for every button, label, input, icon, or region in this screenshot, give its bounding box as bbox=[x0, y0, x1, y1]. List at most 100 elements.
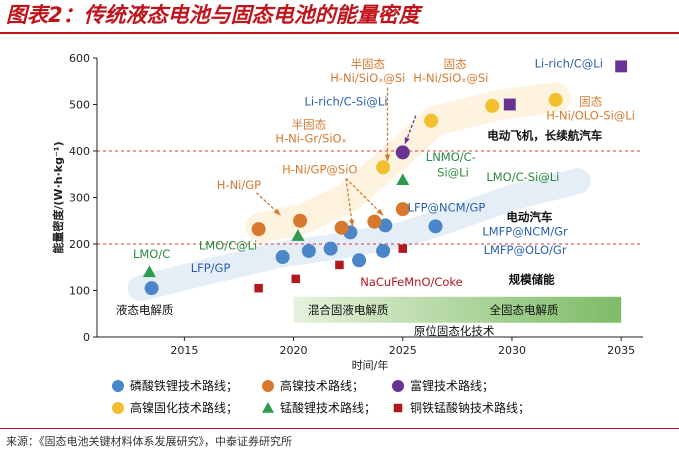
legend-label: 磷酸铁锂技术路线； bbox=[130, 378, 238, 393]
stage-label: 混合固液电解质 bbox=[308, 303, 389, 317]
reference-lines bbox=[97, 150, 643, 245]
legend-label: 铜铁锰酸钠技术路线； bbox=[410, 400, 530, 415]
data-point bbox=[254, 283, 263, 293]
data-point bbox=[301, 243, 316, 258]
title-divider bbox=[0, 32, 679, 34]
data-point bbox=[334, 220, 349, 235]
annotation-arrow bbox=[345, 177, 384, 216]
arrow-head bbox=[384, 154, 391, 162]
data-point bbox=[291, 229, 305, 241]
chart-annotation: 规模储能 bbox=[509, 273, 555, 287]
arrow-head bbox=[404, 137, 410, 145]
data-point bbox=[251, 222, 266, 237]
chart-annotation: LMO/C-Si@Li bbox=[486, 170, 559, 184]
x-tick-label: 2020 bbox=[280, 344, 308, 357]
chart-annotation: LFP@NCM/GP bbox=[408, 200, 486, 214]
chart-annotation: LMO/C bbox=[133, 247, 170, 261]
legend-label: 锰酸锂技术路线； bbox=[280, 400, 376, 415]
legend-label: 富锂技术路线； bbox=[410, 378, 494, 393]
data-point bbox=[275, 250, 290, 265]
data-point bbox=[615, 60, 628, 73]
data-points bbox=[142, 60, 628, 296]
chart-annotation: LFP/GP bbox=[191, 261, 231, 275]
data-point bbox=[378, 218, 393, 233]
chart-annotation: 电动飞机，长续航汽车 bbox=[487, 128, 602, 142]
data-point bbox=[424, 113, 439, 128]
source-note: 来源：《固态电池关键材料体系发展研究》，中泰证券研究所 bbox=[6, 435, 292, 448]
legend-marker bbox=[392, 380, 404, 392]
chart-annotation: 半固态 bbox=[292, 118, 327, 132]
x-tick-label: 2025 bbox=[389, 344, 417, 357]
chart-annotation: H-Ni/SiOₓ@Si bbox=[330, 71, 405, 85]
x-axis-title: 时间/年 bbox=[352, 358, 389, 372]
arrow-head bbox=[376, 208, 384, 216]
data-point bbox=[144, 281, 159, 296]
stage-label: 全固态电解质 bbox=[489, 303, 558, 317]
annotation-arrow bbox=[345, 178, 354, 227]
chart-annotation: 电动汽车 bbox=[506, 210, 552, 224]
stage-label: 原位固态化技术 bbox=[414, 324, 495, 338]
arrow-head bbox=[273, 208, 281, 216]
y-tick-label: 600 bbox=[69, 52, 90, 65]
y-axis-title: 能量密度/(W·h·kg⁻¹) bbox=[51, 141, 65, 253]
data-point bbox=[335, 260, 344, 270]
data-point bbox=[485, 98, 500, 113]
y-tick-label: 400 bbox=[69, 145, 90, 158]
annotations: 半固态H-Ni/SiOₓ@Si固态H-Ni/SiOₓ@SiLi-rich/C@L… bbox=[133, 56, 635, 289]
axes: 0 100 200 300 400 500 600 2015 2020 2025 2030 2035 时… bbox=[51, 52, 643, 372]
data-point bbox=[395, 145, 410, 160]
legend-marker bbox=[112, 402, 124, 414]
data-point bbox=[293, 213, 308, 228]
chart-annotation: LMO/C@Li bbox=[199, 239, 257, 253]
data-point bbox=[376, 243, 391, 258]
legend-marker bbox=[262, 380, 274, 392]
chart-annotation: LMFP@NCM/Gr bbox=[482, 225, 568, 239]
legend-marker bbox=[393, 403, 403, 413]
chart-annotation: H-Ni/OLO-Si@Li bbox=[546, 108, 635, 122]
data-point bbox=[367, 214, 382, 229]
y-tick-label: 100 bbox=[69, 285, 90, 298]
chart-annotation: NaCuFeMnO/Coke bbox=[360, 275, 463, 289]
page-title: 图表2：传统液态电池与固态电池的能量密度 bbox=[6, 3, 420, 27]
y-tick-label: 500 bbox=[69, 99, 90, 112]
data-point bbox=[428, 219, 443, 234]
chart-annotation: H-Ni/GP@SiO bbox=[282, 162, 357, 176]
x-tick-label: 2030 bbox=[498, 344, 526, 357]
chart-annotation: Li-rich/C-Si@Li bbox=[305, 94, 388, 108]
data-point bbox=[291, 274, 300, 284]
y-tick-label: 0 bbox=[83, 331, 90, 344]
data-point bbox=[352, 253, 367, 268]
x-tick-label: 2015 bbox=[170, 344, 198, 357]
legend-label: 高镍固化技术路线； bbox=[130, 400, 238, 415]
data-point bbox=[323, 241, 338, 256]
arrow-head bbox=[348, 219, 355, 227]
legend-marker bbox=[112, 380, 124, 392]
chart-annotation: LMFP@OLO/Gr bbox=[484, 243, 567, 257]
legend-marker bbox=[262, 402, 274, 413]
data-point bbox=[142, 265, 156, 278]
y-tick-label: 200 bbox=[69, 238, 90, 251]
trend-band bbox=[127, 168, 591, 302]
chart-annotation: H-Ni/GP bbox=[217, 178, 261, 192]
chart-annotation: H-Ni-Gr/SiOₓ bbox=[275, 132, 346, 146]
chart-annotation: 固态 bbox=[444, 57, 467, 71]
chart-annotation: Si@Li bbox=[437, 166, 469, 180]
data-point bbox=[548, 92, 563, 107]
x-tick-label: 2035 bbox=[607, 344, 635, 357]
data-point bbox=[376, 160, 391, 175]
stage-bar bbox=[293, 296, 622, 323]
chart-annotation: 半固态 bbox=[351, 57, 386, 71]
energy-density-chart: 0 100 200 300 400 500 600 2015 2020 2025 2030 2035 时… bbox=[51, 52, 643, 415]
source-divider bbox=[0, 428, 679, 429]
data-point bbox=[395, 202, 410, 217]
data-point bbox=[396, 173, 410, 186]
y-tick-label: 300 bbox=[69, 192, 90, 205]
legend: 磷酸铁锂技术路线； 高镍技术路线； 富锂技术路线； 高镍固化技术路线； 锰酸锂技术路线；… bbox=[112, 378, 530, 415]
chart-annotation: Li-rich/C@Li bbox=[535, 56, 603, 70]
legend-label: 高镍技术路线； bbox=[280, 378, 364, 393]
chart-annotation: 固态 bbox=[579, 94, 602, 108]
data-point bbox=[398, 244, 408, 253]
data-point bbox=[503, 98, 516, 111]
stage-label: 液态电解质 bbox=[116, 303, 174, 317]
